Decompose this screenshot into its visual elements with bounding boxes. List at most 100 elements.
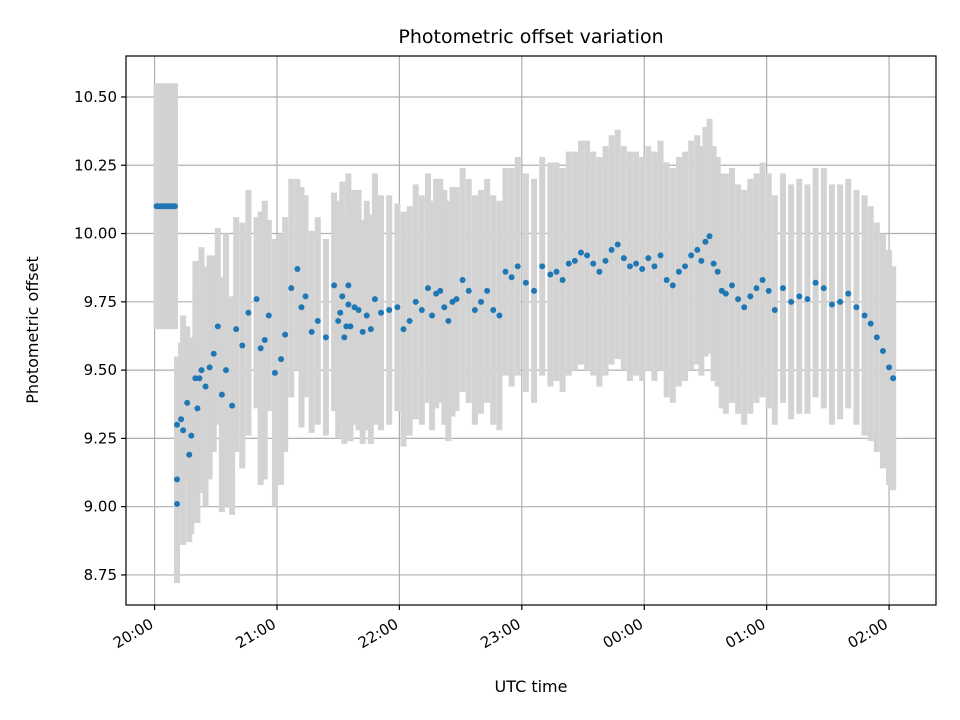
data-point xyxy=(257,345,264,352)
data-point xyxy=(478,298,485,305)
data-point xyxy=(188,432,195,439)
data-point xyxy=(429,312,436,319)
data-point xyxy=(602,257,609,264)
data-point xyxy=(355,307,362,314)
y-axis: 8.75 9.00 9.25 9.50 9.75 10.00 10.25 10.50 xyxy=(74,88,126,584)
data-point xyxy=(890,375,897,382)
data-point xyxy=(239,342,246,349)
data-point xyxy=(261,337,268,344)
data-point xyxy=(233,326,240,333)
data-point xyxy=(335,317,342,324)
data-point xyxy=(837,298,844,305)
data-point xyxy=(386,307,393,314)
data-point xyxy=(406,317,413,324)
data-point xyxy=(590,260,597,267)
data-point xyxy=(174,421,181,428)
data-point xyxy=(531,287,538,294)
data-point xyxy=(539,263,546,270)
data-point xyxy=(278,356,285,363)
data-point xyxy=(584,252,591,259)
data-point xyxy=(645,255,652,262)
data-point xyxy=(437,287,444,294)
data-point xyxy=(308,328,315,335)
data-point xyxy=(639,266,646,273)
data-point xyxy=(174,500,181,507)
data-point xyxy=(345,282,352,289)
data-point xyxy=(465,287,472,294)
x-axis-title: UTC time xyxy=(495,677,568,696)
data-point xyxy=(171,203,178,210)
data-point xyxy=(490,307,497,314)
y-tick-label: 9.25 xyxy=(84,429,117,447)
data-point xyxy=(445,317,452,324)
data-point xyxy=(608,246,615,253)
data-point xyxy=(484,287,491,294)
data-point xyxy=(202,383,209,390)
data-point xyxy=(651,263,658,270)
data-point xyxy=(747,293,754,300)
data-point xyxy=(508,274,515,281)
data-point xyxy=(753,285,760,292)
data-point xyxy=(218,391,225,398)
data-point xyxy=(347,323,354,330)
plot-frame xyxy=(125,55,937,606)
data-point xyxy=(828,301,835,308)
data-point xyxy=(759,276,766,283)
data-point xyxy=(565,260,572,267)
y-axis-title: Photometric offset xyxy=(23,256,42,404)
data-point xyxy=(198,367,205,374)
data-point xyxy=(559,276,566,283)
data-point xyxy=(702,238,709,245)
data-point xyxy=(502,268,509,275)
data-point xyxy=(779,285,786,292)
data-point xyxy=(331,282,338,289)
data-point xyxy=(184,399,191,406)
data-point xyxy=(424,285,431,292)
data-point xyxy=(694,246,701,253)
data-point xyxy=(471,307,478,314)
data-point xyxy=(861,312,868,319)
data-point xyxy=(314,317,321,324)
data-point xyxy=(577,249,584,256)
data-point xyxy=(728,282,735,289)
data-point xyxy=(271,369,278,376)
y-tick-label: 10.00 xyxy=(74,225,117,243)
data-point xyxy=(222,367,229,374)
data-point xyxy=(341,334,348,341)
y-tick-label: 9.00 xyxy=(84,498,117,516)
data-point xyxy=(620,255,627,262)
data-point xyxy=(288,285,295,292)
data-point xyxy=(178,416,185,423)
data-point xyxy=(253,296,260,303)
data-point xyxy=(194,405,201,412)
data-point xyxy=(706,233,713,240)
data-point xyxy=(663,276,670,283)
data-point xyxy=(453,296,460,303)
y-tick-label: 10.50 xyxy=(74,88,117,106)
data-point xyxy=(418,307,425,314)
data-point xyxy=(614,241,621,248)
data-point xyxy=(820,285,827,292)
data-point xyxy=(337,309,344,316)
data-point xyxy=(302,293,309,300)
data-point xyxy=(514,263,521,270)
data-point xyxy=(873,334,880,341)
data-point xyxy=(394,304,401,311)
data-point xyxy=(675,268,682,275)
data-point xyxy=(367,326,374,333)
data-point xyxy=(363,312,370,319)
data-point xyxy=(722,290,729,297)
data-point xyxy=(180,427,187,434)
data-point xyxy=(345,301,352,308)
data-point xyxy=(796,293,803,300)
data-point xyxy=(412,298,419,305)
data-point xyxy=(771,307,778,314)
data-point xyxy=(688,252,695,259)
data-point xyxy=(682,263,689,270)
data-point xyxy=(669,282,676,289)
data-point xyxy=(596,268,603,275)
y-tick-label: 9.50 xyxy=(84,361,117,379)
data-point xyxy=(698,257,705,264)
data-point xyxy=(735,296,742,303)
data-point xyxy=(294,266,301,273)
